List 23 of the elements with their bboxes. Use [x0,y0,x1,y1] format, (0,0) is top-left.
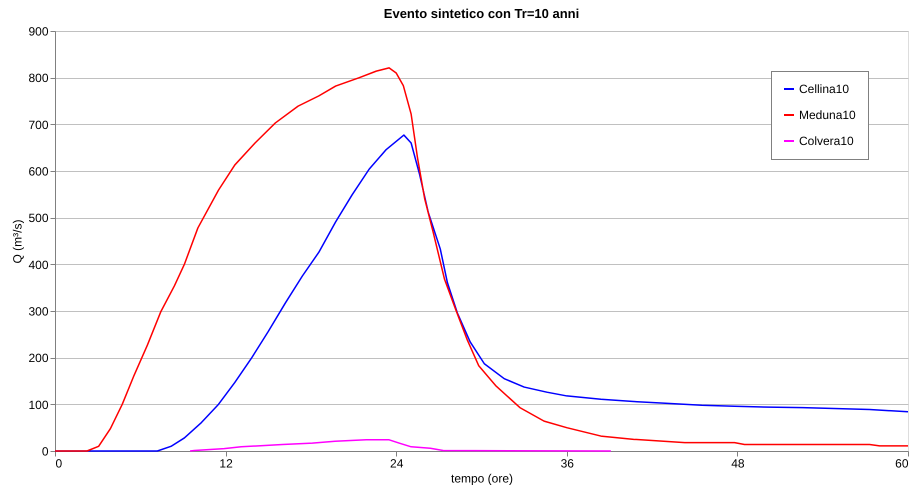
legend-label: Colvera10 [799,134,854,148]
x-tick-label: 0 [56,456,62,470]
line-series [189,439,612,452]
y-tick-label: 300 [28,304,49,318]
y-tick-label: 800 [28,71,49,86]
y-tick-label: 100 [28,398,49,412]
legend-label: Meduna10 [799,108,856,122]
y-tick-label: 0 [42,444,49,458]
y-tick-label: 600 [28,164,49,178]
y-tick-label: 500 [28,211,49,226]
y-tick-label: 200 [28,351,49,366]
x-tick-label: 24 [390,456,404,470]
y-tick-label: 700 [28,118,49,132]
y-tick-label: 400 [28,258,49,272]
y-axis-title: Q (m³/s) [10,220,24,264]
x-axis-title: tempo (ore) [450,472,514,486]
chart-title: Evento sintetico con Tr=10 anni [384,6,580,21]
x-tick-label: 48 [731,456,745,470]
x-tick-label: 36 [560,456,574,470]
y-tick-label: 900 [28,24,49,38]
x-tick-label: 12 [219,456,234,470]
legend-label: Cellina10 [799,82,850,96]
x-tick-label: 60 [895,456,909,470]
